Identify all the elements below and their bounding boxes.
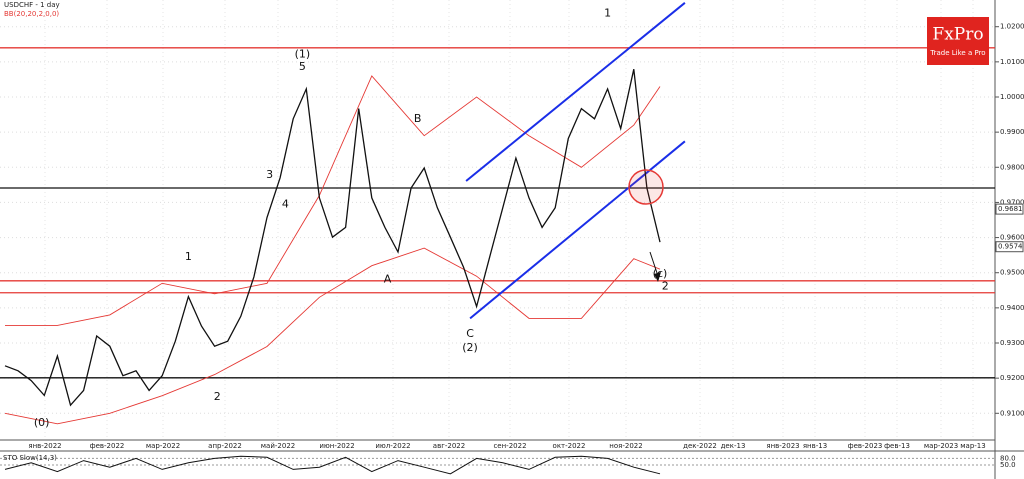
x-tick-label: мар-2023 (924, 442, 958, 450)
x-tick-label: фев-13 (884, 442, 910, 450)
x-tick-label: янв-2023 (766, 442, 799, 450)
bollinger-band (5, 75, 661, 326)
arrow-head (654, 272, 661, 282)
x-tick-label: фев-2022 (90, 442, 125, 450)
chart-title: USDCHF - 1 day (4, 1, 60, 9)
price-label: 0.9574 (998, 243, 1023, 251)
y-tick-label: 0.9200 (1000, 374, 1024, 382)
x-tick-label: май-2022 (261, 442, 295, 450)
wave-label: 2 (662, 279, 669, 292)
x-tick-label: июн-2022 (319, 442, 354, 450)
channel-line (465, 2, 686, 182)
wave-label: (1) (295, 47, 311, 60)
indicator-label: BB(20,20,2,0,0) (4, 10, 59, 18)
x-tick-label: мар-13 (960, 442, 985, 450)
forecast-arrow (649, 251, 659, 277)
wave-label: 2 (214, 390, 221, 403)
sto-tick-label: 50.0 (1000, 461, 1016, 469)
x-tick-label: фев-2023 (848, 442, 883, 450)
sto-tick-label: 80.0 (1000, 454, 1016, 462)
sto-line (4, 455, 661, 475)
x-tick-label: окт-2022 (553, 442, 586, 450)
wave-label: (2) (462, 341, 478, 354)
x-tick-label: ноя-2022 (609, 442, 642, 450)
overlay: 1.02001.01001.00000.99000.98000.97000.96… (0, 7, 1024, 475)
x-tick-label: июл-2022 (375, 442, 410, 450)
price-box (995, 203, 1024, 215)
bollinger-band (4, 247, 661, 425)
y-tick-label: 0.9500 (1000, 269, 1024, 277)
logo-slogan: Trade Like a Pro (929, 49, 985, 57)
price-label: 0.9681 (998, 205, 1023, 213)
y-tick-label: 1.0100 (1000, 58, 1024, 66)
wave-label: (0) (34, 416, 50, 429)
wave-label: 1 (185, 250, 192, 263)
price-line (4, 69, 661, 407)
x-tick-label: апр-2022 (208, 442, 242, 450)
x-tick-label: дек-2022 (683, 442, 717, 450)
highlight-circle (628, 169, 664, 205)
logo: FxPro (932, 25, 983, 45)
y-tick-label: 0.9900 (1000, 128, 1024, 136)
wave-label: B (414, 112, 422, 125)
y-tick-label: 0.9400 (1000, 304, 1024, 312)
x-tick-label: сен-2022 (493, 442, 526, 450)
price-box (995, 241, 1024, 253)
logo-box (927, 17, 989, 65)
x-tick-label: янв-2022 (28, 442, 61, 450)
y-tick-label: 0.9800 (1000, 163, 1024, 171)
wave-label: 1 (604, 7, 611, 20)
y-tick-label: 1.0200 (1000, 23, 1024, 31)
x-tick-label: мар-2022 (146, 442, 180, 450)
y-tick-label: 0.9100 (1000, 409, 1024, 417)
sto-title: STO Slow(14,3) (3, 454, 57, 462)
y-tick-label: 1.0000 (1000, 93, 1024, 101)
wave-label: 5 (299, 60, 306, 73)
x-tick-label: дек-13 (721, 442, 746, 450)
y-tick-label: 0.9700 (1000, 198, 1024, 206)
wave-label: A (384, 273, 392, 286)
y-tick-label: 0.9300 (1000, 339, 1024, 347)
wave-label: C (466, 327, 474, 340)
x-tick-label: янв-13 (803, 442, 827, 450)
wave-label: 3 (266, 168, 273, 181)
wave-label: 4 (282, 198, 289, 211)
grid (0, 0, 999, 440)
y-tick-label: 0.9600 (1000, 234, 1024, 242)
x-tick-label: авг-2022 (433, 442, 465, 450)
